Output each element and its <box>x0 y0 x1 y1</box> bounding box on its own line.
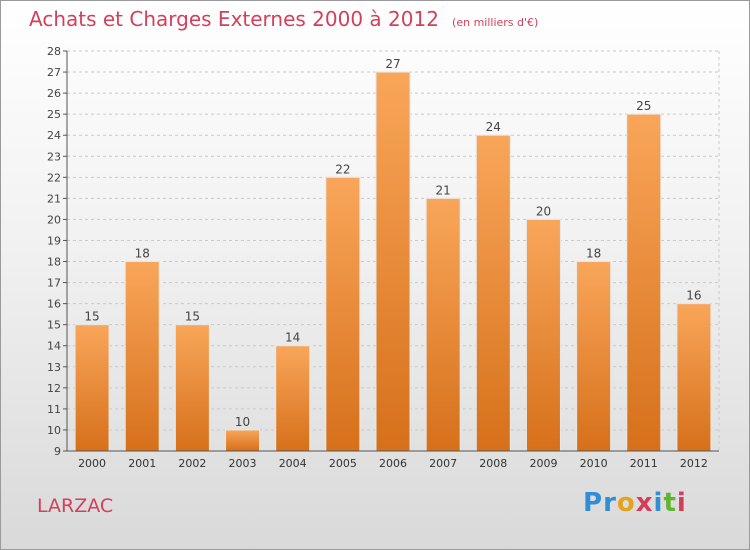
bar <box>375 71 411 452</box>
data-label: 21 <box>436 183 451 197</box>
y-tick-label: 11 <box>47 403 61 416</box>
data-label: 24 <box>486 120 501 134</box>
logo-letter: i <box>676 488 687 518</box>
logo-letter: o <box>616 488 636 518</box>
y-tick-label: 9 <box>54 445 61 458</box>
y-tick-label: 15 <box>47 319 61 332</box>
data-label: 22 <box>335 162 350 176</box>
x-tick-label: 2002 <box>178 457 206 470</box>
place-name: LARZAC <box>37 495 114 517</box>
bar <box>225 429 261 452</box>
y-tick-label: 14 <box>47 340 61 353</box>
y-tick-label: 20 <box>47 213 61 226</box>
y-tick-label: 16 <box>47 298 61 311</box>
x-tick-label: 2011 <box>630 457 658 470</box>
logo-letter: x <box>635 488 654 518</box>
y-tick-label: 21 <box>47 192 61 205</box>
bar <box>325 176 361 452</box>
x-tick-label: 2000 <box>78 457 106 470</box>
y-tick-label: 25 <box>47 108 61 121</box>
data-label: 15 <box>84 310 99 324</box>
chart-title: Achats et Charges Externes 2000 à 2012 <box>29 7 439 31</box>
chart-subtitle: (en milliers d'€) <box>452 16 539 29</box>
bar <box>475 134 511 452</box>
axis-layer: 9 10 11 12 13 14 15 16 17 18 19 20 21 22 23 24 25 26 27 28 2… <box>47 45 719 470</box>
y-tick-label: 27 <box>47 66 61 79</box>
x-tick-label: 2003 <box>229 457 257 470</box>
data-label: 14 <box>285 331 300 345</box>
bar <box>626 113 662 452</box>
logo-letter: P <box>583 488 604 518</box>
bar <box>74 324 110 452</box>
x-tick-label: 2006 <box>379 457 407 470</box>
data-label: 15 <box>185 310 200 324</box>
y-tick-label: 28 <box>47 45 61 58</box>
logo-letter: r <box>603 488 617 518</box>
y-tick-label: 22 <box>47 171 61 184</box>
y-tick-label: 13 <box>47 361 61 374</box>
bar <box>425 197 461 452</box>
x-tick-label: 2004 <box>279 457 307 470</box>
logo-letter: t <box>663 488 677 518</box>
x-tick-label: 2010 <box>580 457 608 470</box>
bar <box>174 324 210 452</box>
proxiti-logo: Proxiti <box>583 488 687 518</box>
x-tick-label: 2001 <box>128 457 156 470</box>
y-tick-label: 19 <box>47 234 61 247</box>
y-tick-label: 12 <box>47 382 61 395</box>
logo-letter: i <box>653 488 664 518</box>
data-label: 27 <box>385 57 400 71</box>
bar <box>275 345 311 452</box>
bars-layer: 15 18 15 10 14 22 27 21 24 20 18 25 16 <box>74 57 712 452</box>
y-tick-label: 18 <box>47 256 61 269</box>
data-label: 25 <box>636 99 651 113</box>
y-tick-label: 26 <box>47 87 61 100</box>
bar <box>676 303 712 452</box>
x-tick-label: 2007 <box>429 457 457 470</box>
title-block: Achats et Charges Externes 2000 à 2012 (… <box>29 7 538 31</box>
data-label: 20 <box>536 204 551 218</box>
data-label: 16 <box>686 289 701 303</box>
x-tick-label: 2012 <box>680 457 708 470</box>
bar <box>124 261 160 452</box>
data-label: 18 <box>586 247 601 261</box>
data-label: 10 <box>235 415 250 429</box>
y-tick-label: 10 <box>47 424 61 437</box>
y-tick-label: 17 <box>47 277 61 290</box>
y-tick-label: 23 <box>47 150 61 163</box>
x-tick-label: 2009 <box>529 457 557 470</box>
x-tick-label: 2008 <box>479 457 507 470</box>
y-tick-label: 24 <box>47 129 61 142</box>
bar <box>576 261 612 452</box>
data-label: 18 <box>135 247 150 261</box>
bar <box>525 218 561 452</box>
x-tick-label: 2005 <box>329 457 357 470</box>
